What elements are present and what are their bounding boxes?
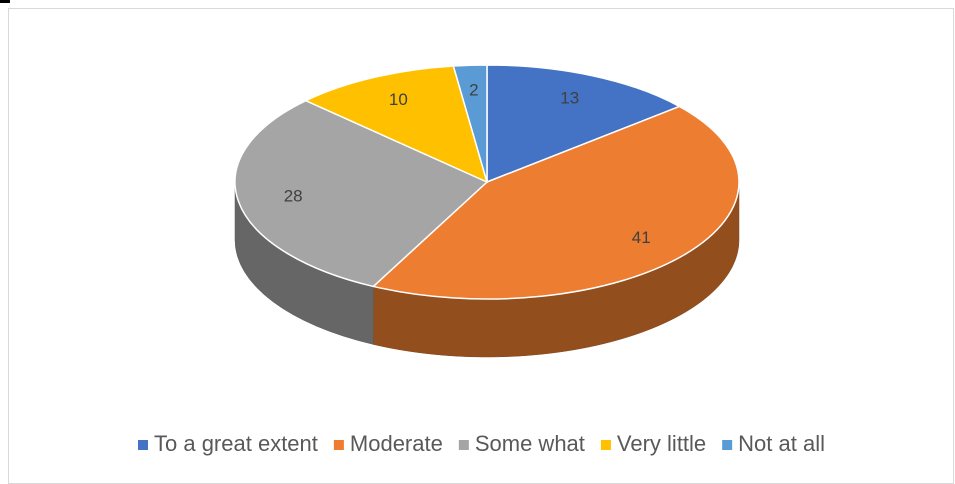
legend-swatch	[600, 440, 611, 450]
legend-label: Moderate	[350, 431, 443, 456]
legend-label: Not at all	[738, 431, 825, 456]
data-label: 41	[632, 228, 651, 247]
data-label: 10	[389, 90, 408, 109]
slice	[486, 64, 682, 184]
slice	[371, 105, 740, 300]
data-label: 2	[469, 80, 478, 99]
frame-corner	[0, 0, 10, 3]
legend-swatch	[138, 440, 148, 450]
legend-label: Very little	[617, 431, 706, 456]
legend-swatch	[333, 440, 344, 450]
data-label: 28	[284, 187, 303, 206]
legend-swatch	[458, 440, 469, 450]
legend-swatch	[722, 440, 733, 450]
slice	[234, 99, 489, 288]
slice	[304, 65, 489, 184]
slice	[452, 64, 488, 183]
data-label: 13	[560, 89, 579, 108]
legend-label: Some what	[475, 431, 585, 456]
legend-label: To a great extent	[154, 431, 318, 456]
